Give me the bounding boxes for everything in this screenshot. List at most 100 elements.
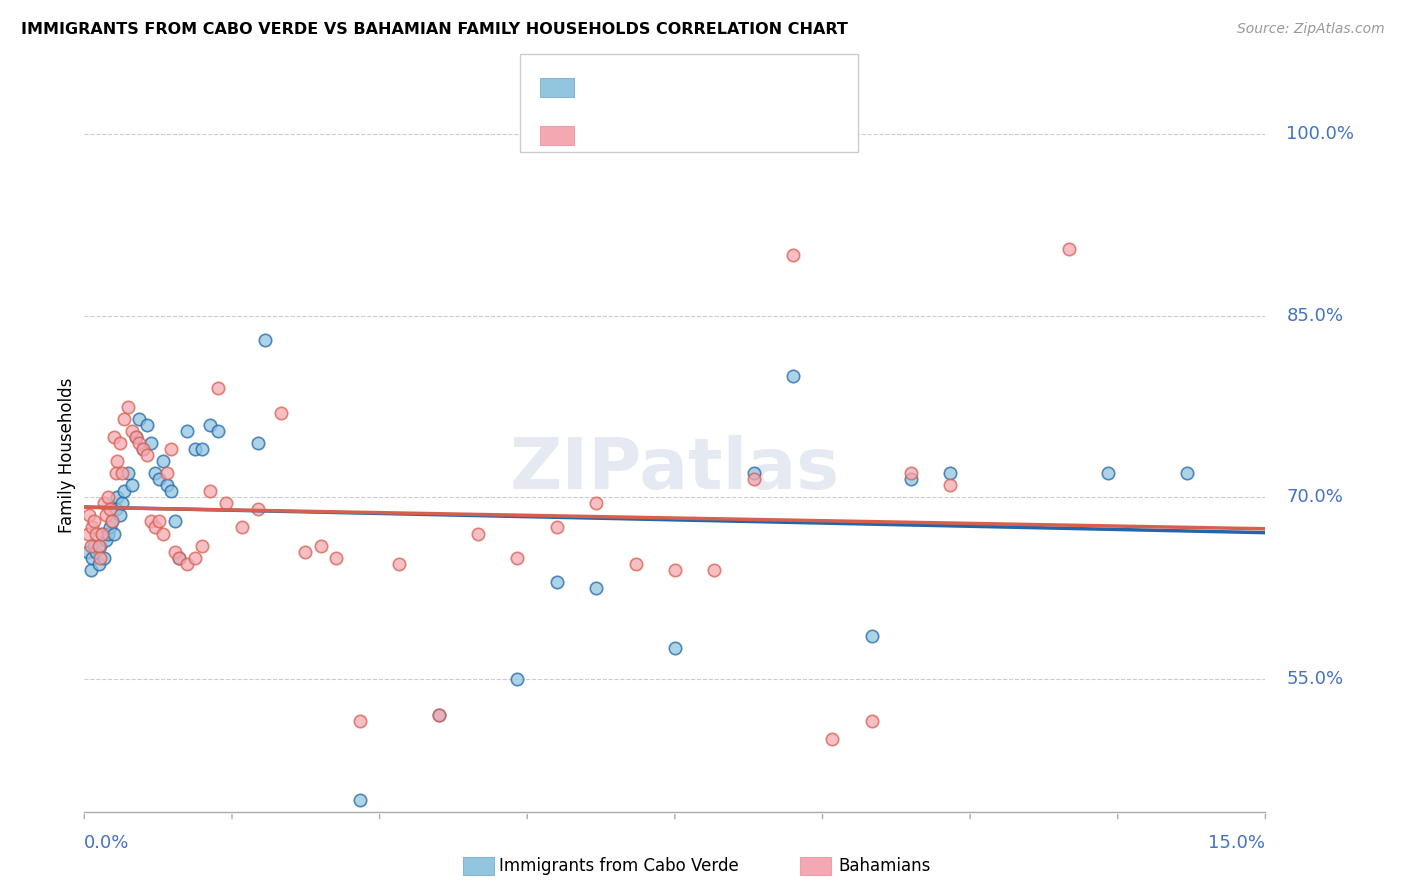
Text: ZIPatlas: ZIPatlas xyxy=(510,434,839,504)
Point xyxy=(83,515,105,529)
Point xyxy=(207,381,229,395)
Point xyxy=(84,526,107,541)
Point xyxy=(309,539,332,553)
Point xyxy=(87,539,110,553)
Point xyxy=(148,472,170,486)
Point xyxy=(112,411,135,425)
Point xyxy=(176,424,198,438)
Point xyxy=(90,526,112,541)
Point xyxy=(111,496,134,510)
Point xyxy=(128,411,150,425)
Point xyxy=(107,490,129,504)
Point xyxy=(163,544,186,558)
Point xyxy=(624,557,647,571)
Y-axis label: Family Households: Family Households xyxy=(58,377,76,533)
Point xyxy=(108,508,131,523)
Point xyxy=(939,478,962,492)
Point xyxy=(152,526,174,541)
Point xyxy=(93,550,115,565)
Point xyxy=(215,496,238,510)
Point xyxy=(270,406,292,420)
Point xyxy=(132,442,155,456)
Text: 63: 63 xyxy=(724,127,749,145)
Point xyxy=(108,435,131,450)
Point xyxy=(117,400,139,414)
Point xyxy=(104,466,127,480)
Point xyxy=(152,454,174,468)
Point xyxy=(585,581,607,595)
Point xyxy=(117,466,139,480)
Point xyxy=(860,714,883,728)
Point xyxy=(325,550,347,565)
Point xyxy=(89,539,111,553)
Point xyxy=(900,466,922,480)
Point xyxy=(349,792,371,806)
Point xyxy=(128,435,150,450)
Point xyxy=(506,672,529,686)
Point xyxy=(467,526,489,541)
Text: IMMIGRANTS FROM CABO VERDE VS BAHAMIAN FAMILY HOUSEHOLDS CORRELATION CHART: IMMIGRANTS FROM CABO VERDE VS BAHAMIAN F… xyxy=(21,22,848,37)
Text: 70.0%: 70.0% xyxy=(1286,488,1343,507)
Point xyxy=(167,550,190,565)
Point xyxy=(76,526,98,541)
Point xyxy=(664,641,686,656)
Point xyxy=(246,435,269,450)
Point xyxy=(96,533,118,547)
Point xyxy=(703,563,725,577)
Point xyxy=(506,550,529,565)
Point xyxy=(96,508,118,523)
Point xyxy=(83,539,105,553)
Point xyxy=(388,557,411,571)
Point xyxy=(191,442,214,456)
Point xyxy=(98,520,121,534)
Point xyxy=(111,466,134,480)
Point xyxy=(191,539,214,553)
Point xyxy=(132,442,155,456)
Point xyxy=(141,515,163,529)
Text: 0.0%: 0.0% xyxy=(84,834,129,852)
Point xyxy=(207,424,229,438)
Point xyxy=(104,502,127,516)
Point xyxy=(156,478,179,492)
Point xyxy=(124,430,146,444)
Point xyxy=(97,490,120,504)
Text: 0.100: 0.100 xyxy=(620,127,676,145)
Point xyxy=(900,472,922,486)
Point xyxy=(103,526,125,541)
Point xyxy=(742,472,765,486)
Point xyxy=(427,708,450,723)
Point xyxy=(782,248,804,262)
Point xyxy=(79,539,101,553)
Text: N =: N = xyxy=(689,127,728,145)
Point xyxy=(939,466,962,480)
Text: R =: R = xyxy=(581,127,620,145)
Point xyxy=(77,508,100,523)
Text: Immigrants from Cabo Verde: Immigrants from Cabo Verde xyxy=(499,857,740,875)
Point xyxy=(860,629,883,643)
Point xyxy=(1057,242,1080,256)
Point xyxy=(79,563,101,577)
Point xyxy=(82,520,104,534)
Point xyxy=(124,430,146,444)
Point xyxy=(183,550,205,565)
Point xyxy=(246,502,269,516)
Text: R =: R = xyxy=(581,78,620,96)
Point xyxy=(103,430,125,444)
Point xyxy=(294,544,316,558)
Point xyxy=(821,732,844,747)
Point xyxy=(136,417,159,432)
Point xyxy=(160,442,183,456)
Point xyxy=(156,466,179,480)
Point xyxy=(107,454,129,468)
Point xyxy=(167,550,190,565)
Text: 85.0%: 85.0% xyxy=(1286,307,1344,325)
Point xyxy=(1175,466,1198,480)
Text: 0.260: 0.260 xyxy=(620,78,676,96)
Point xyxy=(782,369,804,384)
Text: 55.0%: 55.0% xyxy=(1286,670,1344,688)
Point xyxy=(254,333,277,347)
Point xyxy=(77,544,100,558)
Point xyxy=(200,484,222,499)
Point xyxy=(176,557,198,571)
Point xyxy=(121,478,143,492)
